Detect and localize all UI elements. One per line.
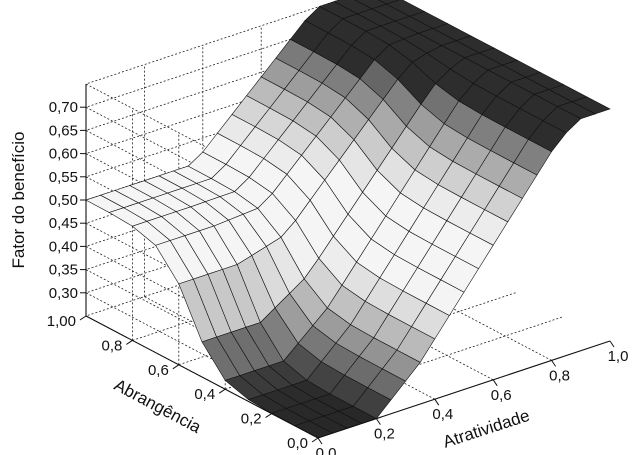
z-tick-label: 0,35 xyxy=(49,262,78,279)
y-axis-line xyxy=(85,315,319,439)
y-tick-mark xyxy=(311,437,319,443)
z-tick-label: 0,40 xyxy=(49,238,78,255)
y-tick-label: 1,00 xyxy=(47,313,76,330)
z-tick-label: 0,45 xyxy=(49,215,78,232)
y-tick-mark xyxy=(218,388,226,394)
y-tick-mark xyxy=(79,315,87,321)
y-tick-mark xyxy=(172,364,180,370)
y-tick-label: 0,8 xyxy=(102,337,123,354)
y-tick-mark xyxy=(126,339,133,345)
x-tick-mark xyxy=(434,398,440,406)
x-tick-label: 0,6 xyxy=(491,387,512,404)
y-tick-label: 0,6 xyxy=(148,362,169,379)
x-tick-mark xyxy=(492,379,498,387)
x-tick-mark xyxy=(551,360,557,367)
y-axis-title: Abrangência xyxy=(111,375,205,437)
x-axis-title: Atratividade xyxy=(441,406,532,452)
x-tick-label: 0,8 xyxy=(549,367,570,384)
z-tick-label: 0,30 xyxy=(49,285,78,302)
x-tick-label: 1,0 xyxy=(608,348,629,365)
surface-layer xyxy=(85,0,611,439)
z-tick-label: 0,50 xyxy=(49,192,78,209)
x-tick-mark xyxy=(609,340,615,348)
y-tick-label: 0,4 xyxy=(194,386,215,403)
x-tick-label: 0,2 xyxy=(374,426,395,443)
y-tick-label: 0,0 xyxy=(287,435,308,452)
y-tick-label: 0,2 xyxy=(241,411,262,428)
x-axis-line xyxy=(317,340,611,439)
x-tick-mark xyxy=(375,418,381,425)
z-tick-label: 0,60 xyxy=(49,146,78,163)
z-axis-title: Fator do benefício xyxy=(9,131,28,268)
surface-patch xyxy=(571,96,611,115)
x-tick-label: 0,4 xyxy=(432,406,453,423)
z-tick-label: 0,55 xyxy=(49,169,78,186)
x-tick-label: 0,0 xyxy=(316,445,337,455)
x-tick-mark xyxy=(317,437,323,445)
z-tick-label: 0,70 xyxy=(49,99,78,116)
y-tick-mark xyxy=(265,413,272,419)
z-tick-label: 0,65 xyxy=(49,122,78,139)
ticks-layer: 0,0 0,2 0,4 0,6 0,8 1,0 0,0 0,2 0,4 0,6 0,8 1,00 0,3… xyxy=(47,99,629,455)
